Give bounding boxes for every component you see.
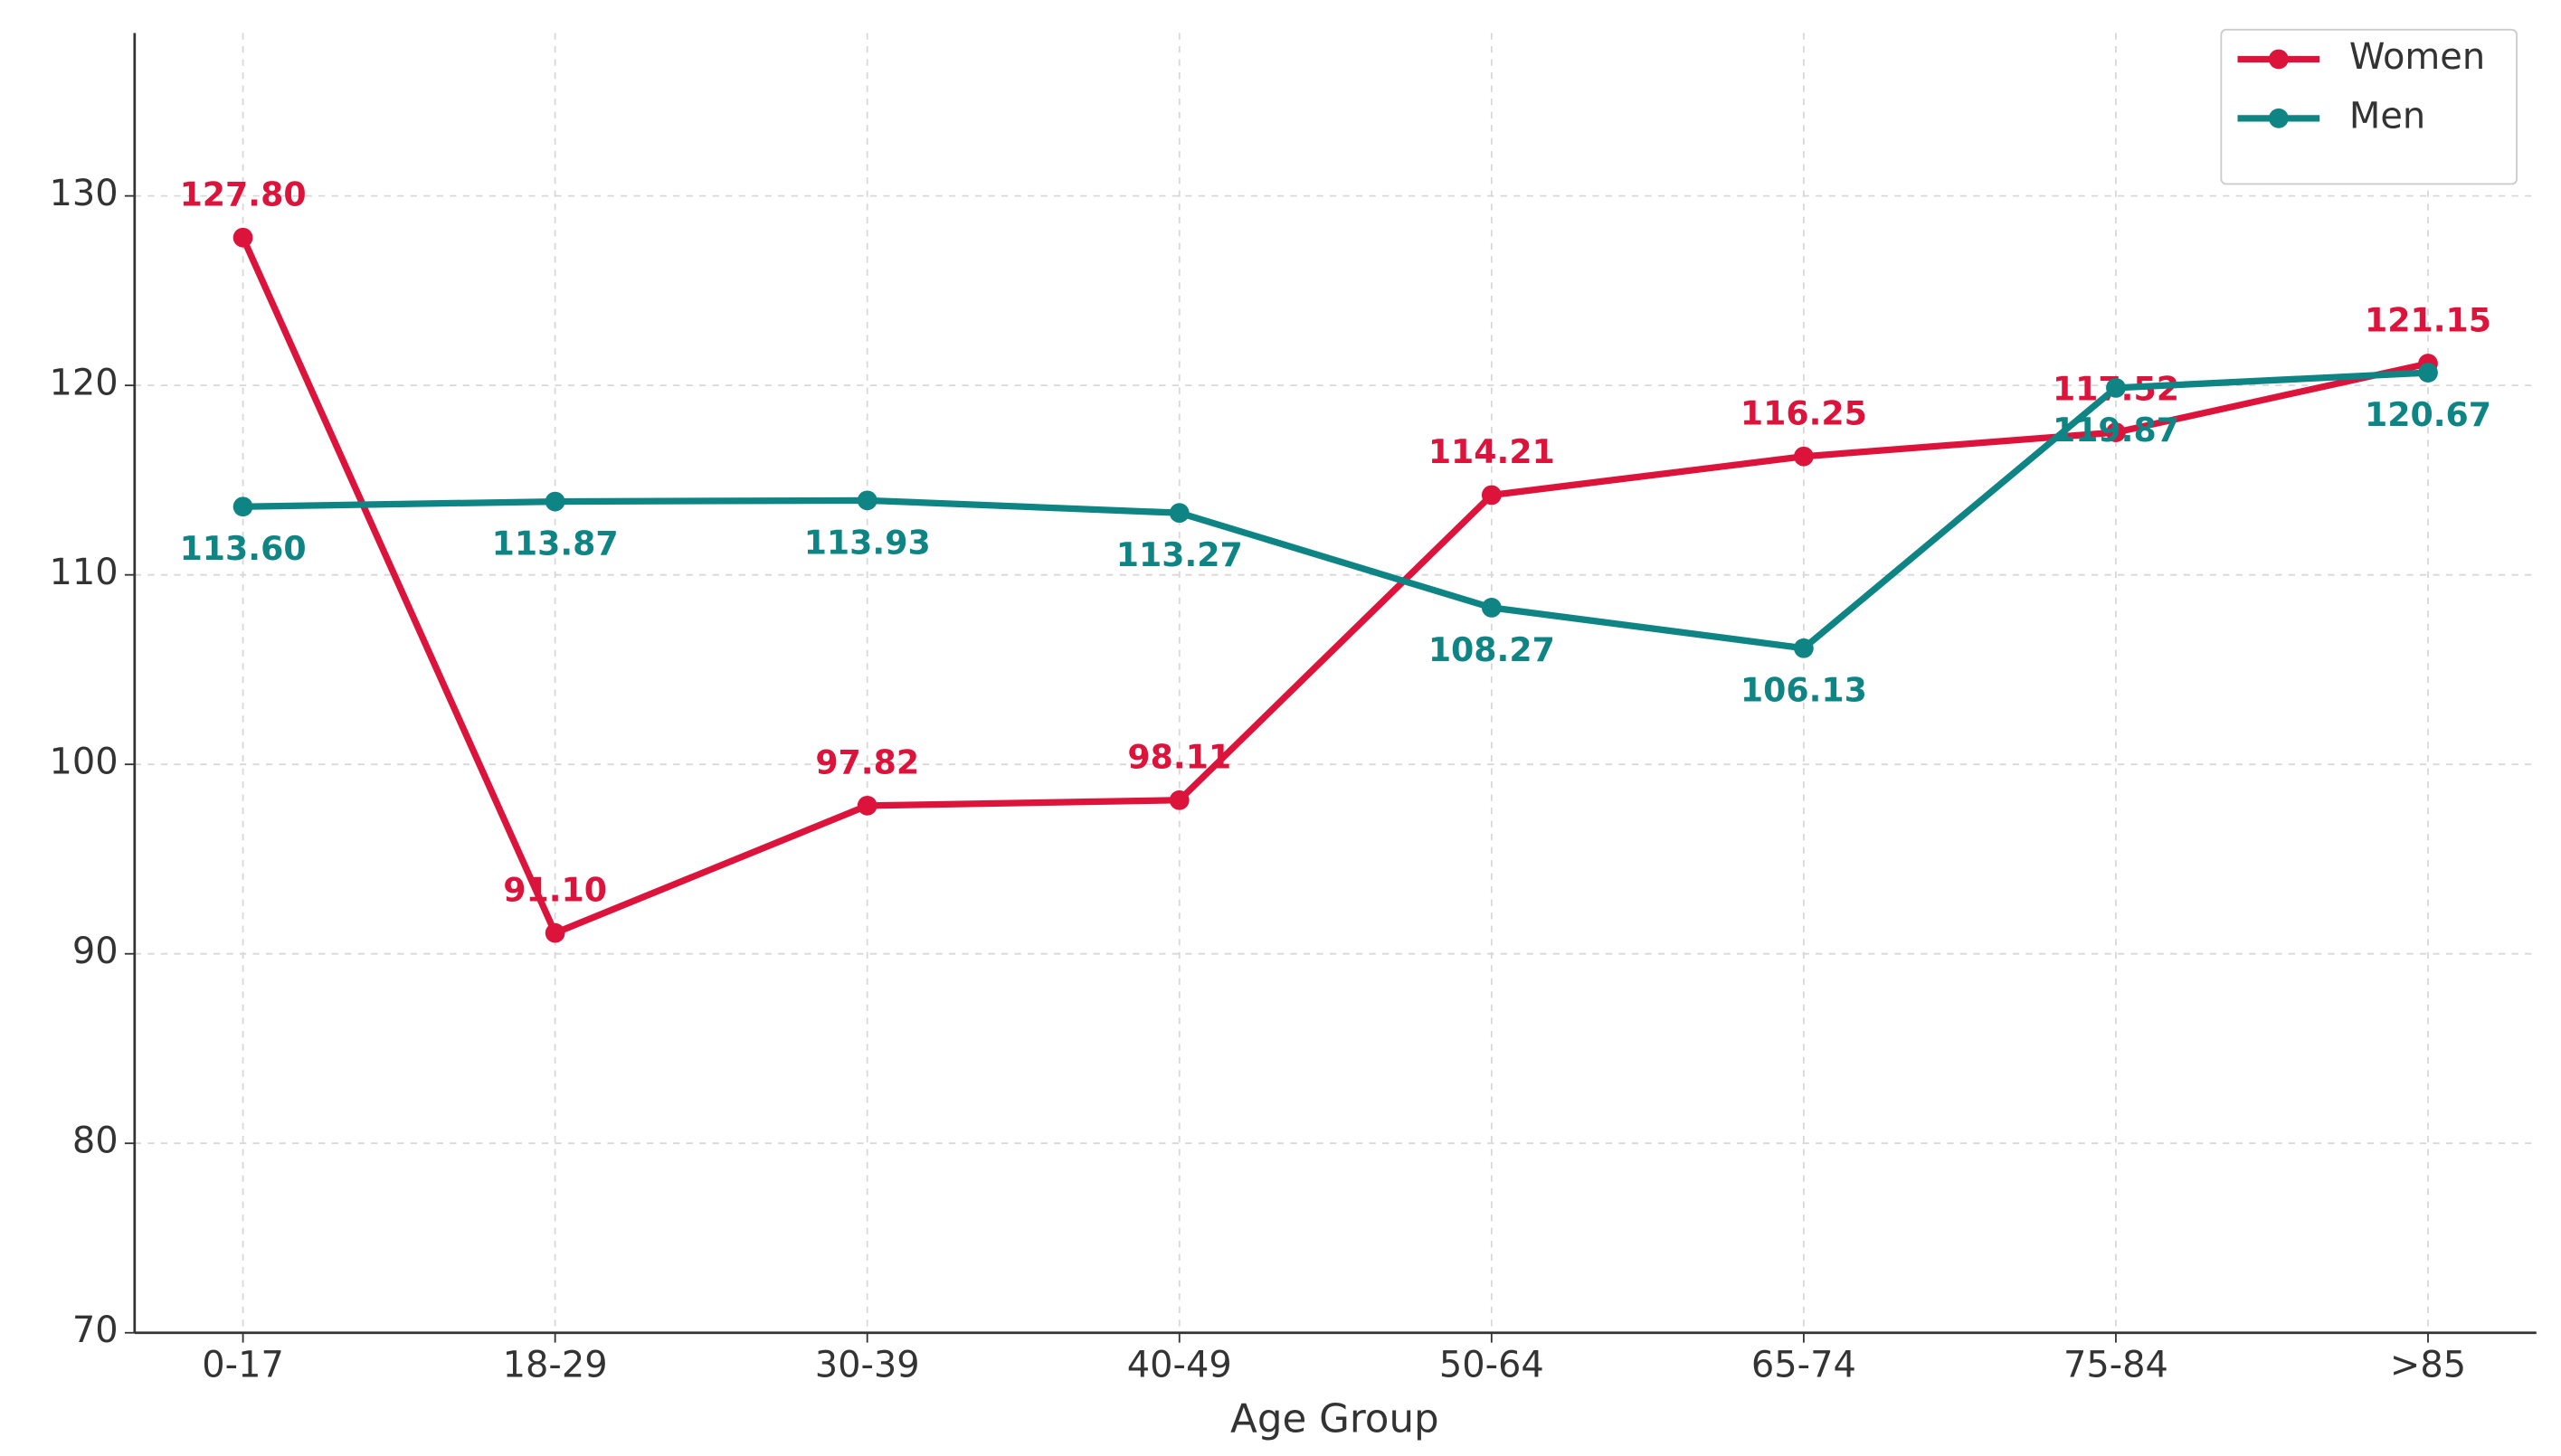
legend-box [2220, 28, 2518, 185]
data-label: 106.13 [1741, 671, 1867, 710]
y-tick-label: 100 [49, 742, 118, 783]
point [232, 496, 253, 517]
data-label: 91.10 [503, 870, 607, 909]
data-label: 97.82 [815, 742, 919, 781]
point [2418, 363, 2438, 383]
data-label: 108.27 [1428, 630, 1555, 669]
data-label: 120.67 [2365, 395, 2491, 434]
data-label: 113.93 [804, 523, 931, 562]
x-tick-label: 30-39 [815, 1344, 920, 1385]
data-label: 113.87 [492, 525, 619, 563]
x-tick-label: 40-49 [1127, 1344, 1232, 1385]
legend-label: Women [2349, 36, 2485, 78]
point [232, 227, 253, 248]
x-axis-label: Age Group [1230, 1397, 1439, 1442]
y-tick-label: 70 [72, 1309, 119, 1351]
data-label: 127.80 [180, 175, 307, 213]
y-tick-label: 80 [72, 1120, 119, 1162]
point [545, 491, 565, 512]
x-tick-label: 50-64 [1439, 1344, 1544, 1385]
y-tick-label: 90 [72, 931, 119, 972]
series-line [240, 236, 2429, 937]
x-tick-label: 65-74 [1751, 1344, 1856, 1385]
x-tick-label: 18-29 [503, 1344, 608, 1385]
point [2106, 422, 2126, 443]
point [1793, 638, 1814, 658]
data-label: 119.87 [2053, 411, 2179, 449]
data-label: 98.11 [1127, 737, 1231, 776]
x-tick-label: >85 [2390, 1344, 2466, 1385]
y-tick-label: 110 [49, 552, 118, 593]
legend-marker [2268, 108, 2289, 128]
point [1793, 446, 1814, 467]
legend-marker [2268, 49, 2289, 70]
point [2106, 377, 2126, 398]
point [1481, 485, 1502, 506]
data-label: 121.15 [2365, 301, 2491, 340]
legend-label: Men [2349, 95, 2425, 137]
y-tick-label: 120 [49, 363, 118, 404]
legend: Women Men [2220, 28, 2518, 185]
x-tick-label: 0-17 [202, 1344, 284, 1385]
point [1169, 789, 1190, 810]
point [857, 490, 877, 511]
data-label: 113.27 [1116, 535, 1243, 574]
data-label: 114.21 [1428, 432, 1555, 471]
point [1169, 503, 1190, 524]
series-line [242, 369, 2429, 652]
data-label: 113.60 [180, 529, 307, 568]
point [857, 795, 877, 816]
data-label: 116.25 [1741, 393, 1867, 432]
point [1481, 598, 1502, 618]
point [545, 922, 565, 943]
x-tick-label: 75-84 [2063, 1344, 2168, 1385]
y-tick-label: 130 [49, 173, 118, 214]
